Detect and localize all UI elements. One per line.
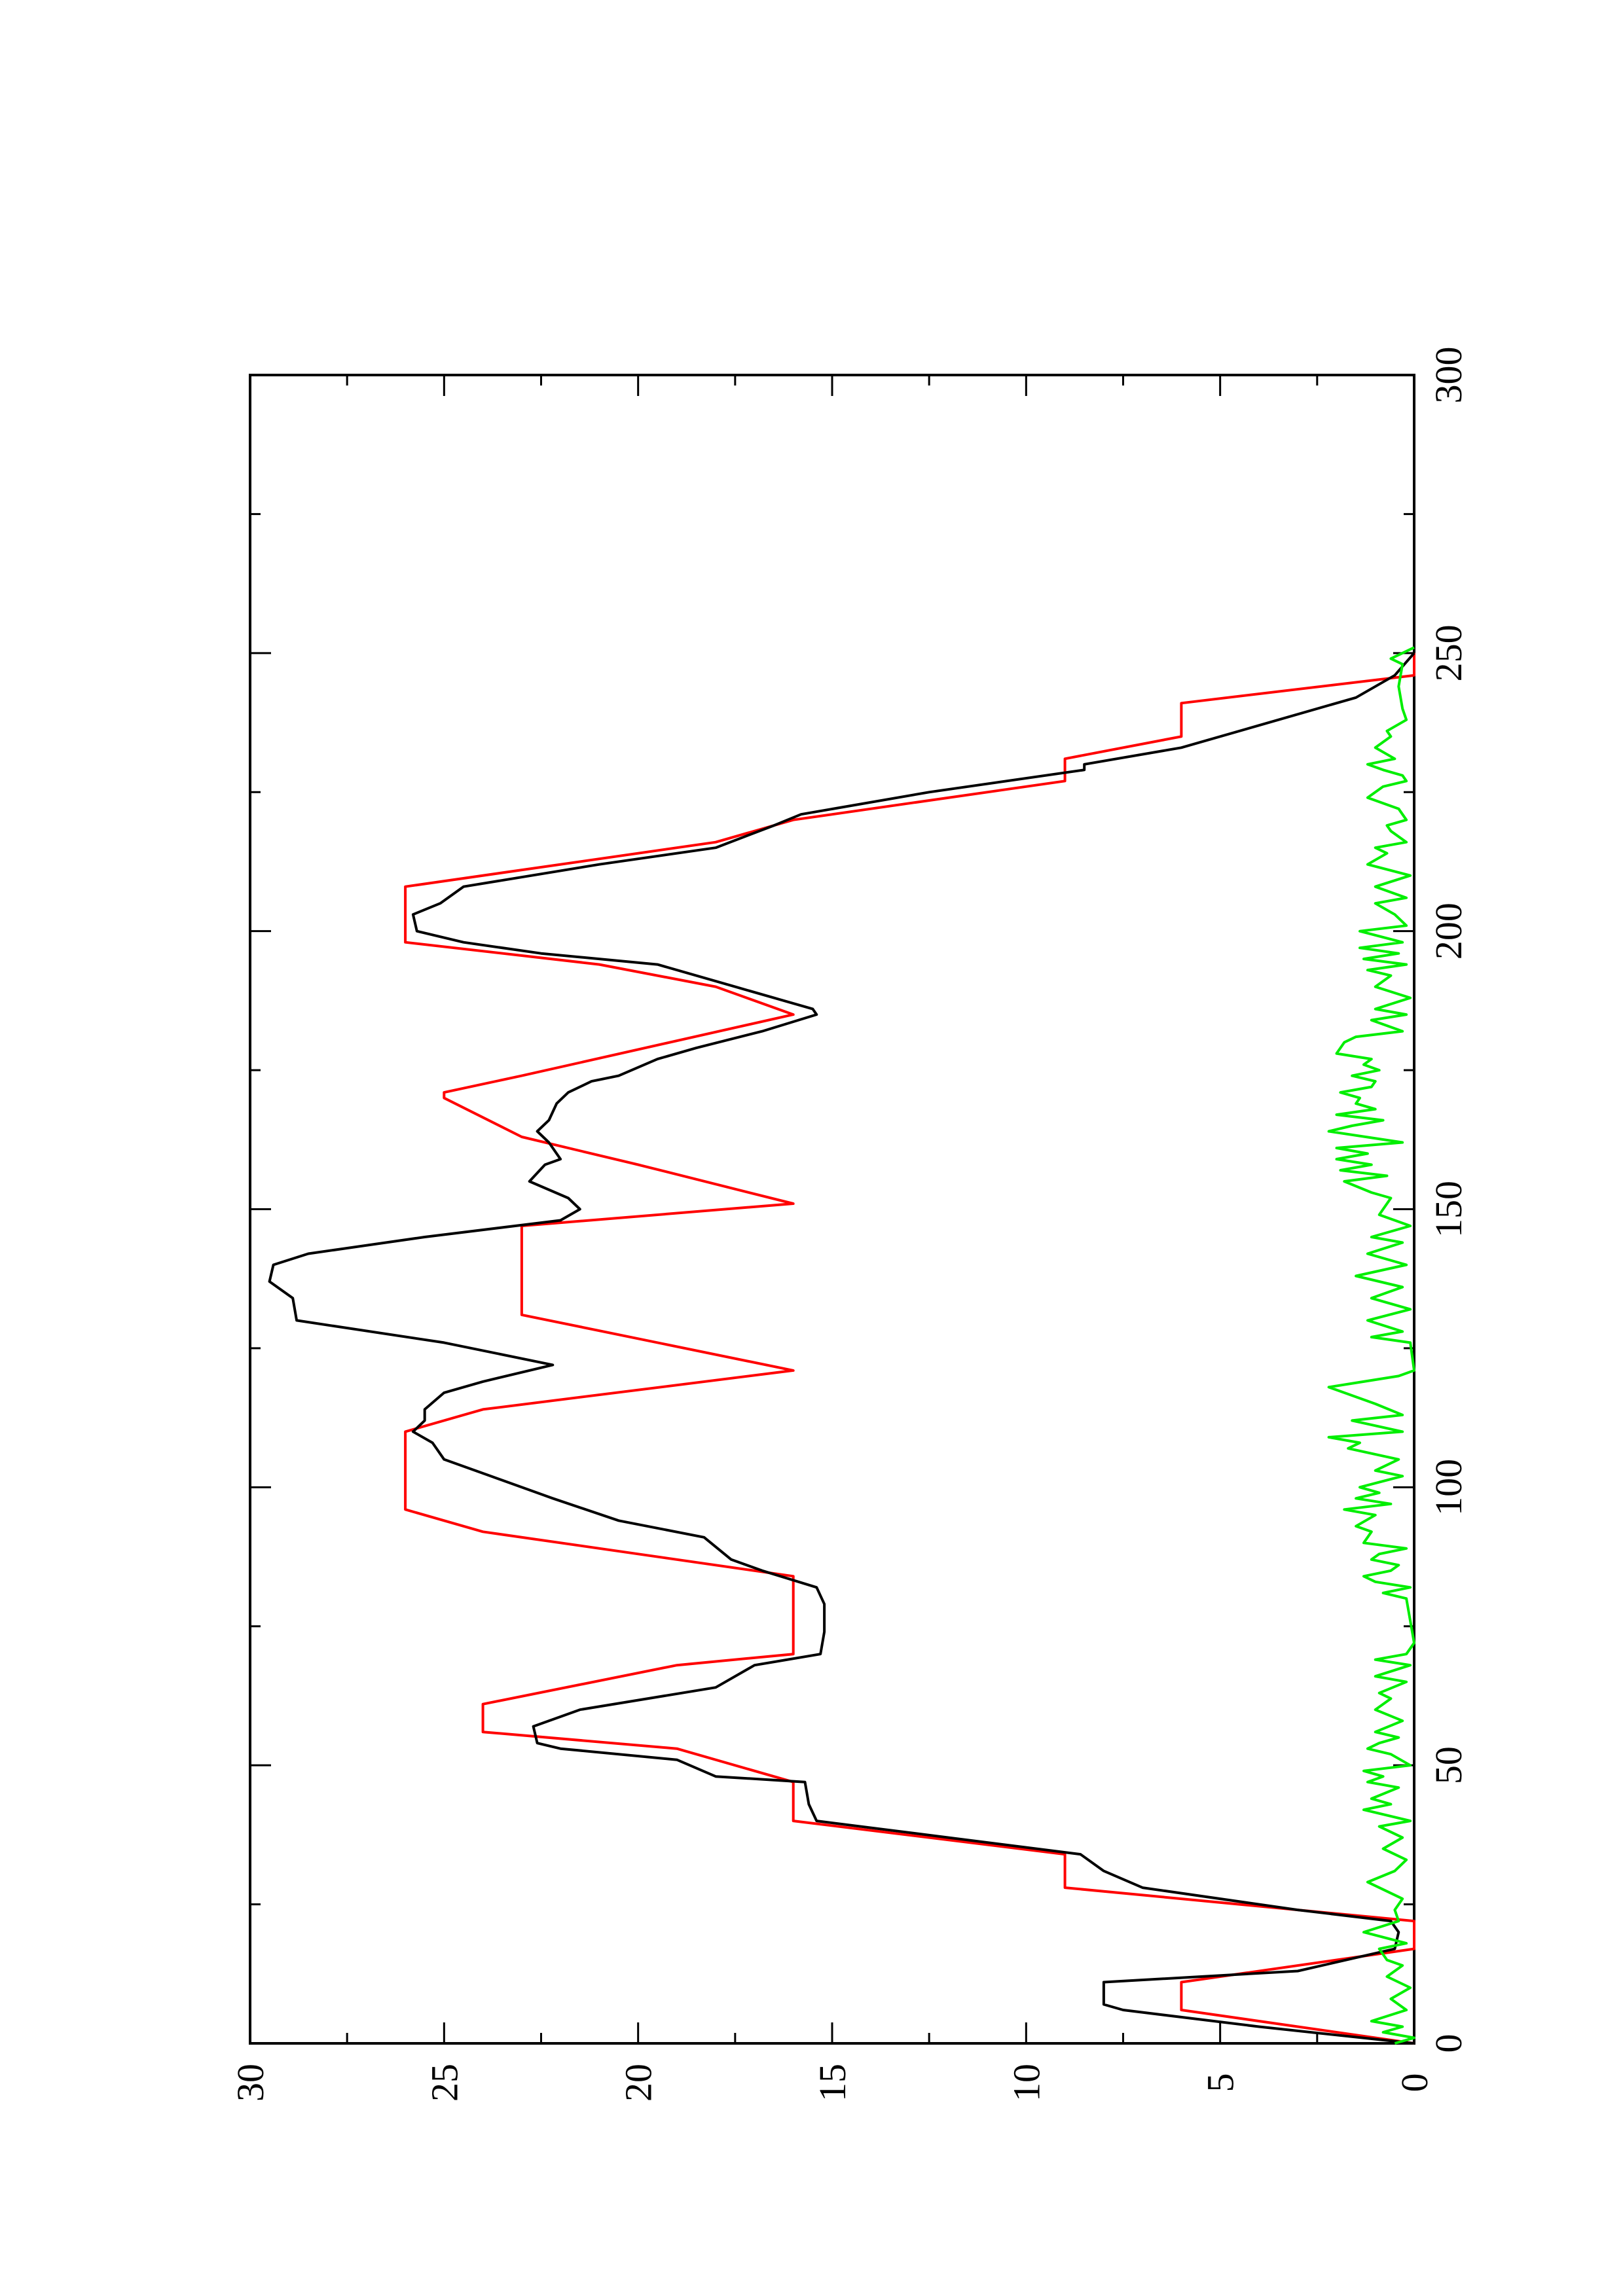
x-tick-label: 250 (1427, 624, 1470, 681)
x-tick-label: 50 (1427, 1746, 1470, 1784)
x-tick-label: 100 (1427, 1459, 1470, 1516)
y-tick-label: 0 (1393, 2073, 1436, 2092)
y-tick-label: 10 (1005, 2064, 1048, 2102)
plot-frame (249, 374, 1415, 2045)
y-tick-label: 15 (811, 2064, 854, 2102)
x-tick-label: 300 (1427, 347, 1470, 404)
y-tick-label: 5 (1199, 2073, 1242, 2092)
chart-series (268, 646, 1415, 2045)
axis-tick-labels: 0 50 100 150 200 250 300 0 5 10 15 20 25 30 (229, 347, 1470, 2102)
y-tick-label: 20 (617, 2064, 660, 2102)
x-tick-label: 0 (1427, 2034, 1470, 2053)
series-line-3 (1327, 646, 1415, 2045)
series-line-1 (404, 653, 1415, 2045)
series-line-2 (268, 652, 1415, 2045)
x-tick-label: 200 (1427, 903, 1470, 960)
axis-ticks (249, 374, 1415, 2045)
x-tick-label: 150 (1427, 1181, 1470, 1238)
y-tick-label: 30 (229, 2064, 272, 2102)
y-tick-label: 25 (423, 2064, 465, 2102)
